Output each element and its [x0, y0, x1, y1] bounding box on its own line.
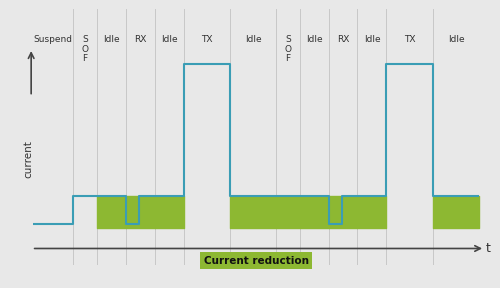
Text: Idle: Idle	[364, 35, 380, 44]
Text: TX: TX	[404, 35, 415, 44]
Text: Idle: Idle	[306, 35, 322, 44]
Text: Suspend: Suspend	[34, 35, 72, 44]
Text: S
O
F: S O F	[284, 35, 292, 63]
Text: current: current	[24, 141, 34, 178]
Text: Idle: Idle	[245, 35, 262, 44]
Text: Idle: Idle	[103, 35, 120, 44]
Text: S
O
F: S O F	[82, 35, 88, 63]
Text: Current reduction: Current reduction	[204, 255, 308, 266]
Text: Idle: Idle	[448, 35, 464, 44]
Text: RX: RX	[337, 35, 349, 44]
Text: t: t	[486, 242, 491, 255]
Text: TX: TX	[201, 35, 212, 44]
Text: RX: RX	[134, 35, 146, 44]
Text: Idle: Idle	[161, 35, 178, 44]
